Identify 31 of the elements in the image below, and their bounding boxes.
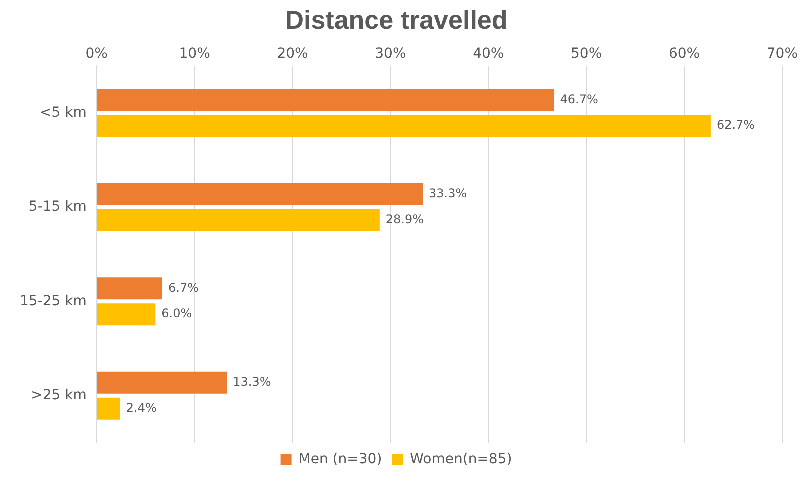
x-tick-label: 50% (571, 46, 602, 62)
bar (97, 372, 228, 394)
data-label: 28.9% (386, 212, 424, 226)
data-label: 33.3% (429, 186, 468, 201)
bar (97, 89, 554, 112)
x-tick-label: 10% (179, 46, 210, 62)
x-tick-label: 30% (375, 46, 406, 62)
data-label: 62.7% (716, 118, 756, 132)
data-label: 6.7% (168, 280, 199, 295)
legend-label: Women(n=85) (410, 452, 512, 468)
x-tick-label: 60% (668, 46, 700, 62)
data-label: 6.0% (162, 306, 192, 321)
data-label: 46.7% (560, 92, 598, 106)
x-tick-label: 0% (86, 46, 108, 62)
y-tick-label: 5-15 km (28, 199, 87, 216)
y-tick-label: >25 km (31, 388, 87, 404)
data-label: 2.4% (126, 400, 157, 415)
bar (97, 398, 120, 420)
y-tick-label: 15-25 km (20, 293, 87, 310)
bar (97, 209, 380, 232)
x-tick-label: 70% (766, 46, 798, 62)
bar (97, 304, 156, 326)
data-label: 13.3% (233, 375, 272, 390)
x-tick-label: 20% (277, 46, 308, 62)
legend-label: Men (n=30) (298, 452, 382, 468)
bar (97, 183, 424, 206)
bar (97, 115, 711, 138)
chart-title: Distance travelled (285, 4, 508, 35)
y-tick-label: <5 km (40, 104, 87, 121)
x-tick-label: 40% (473, 46, 504, 62)
bar (97, 278, 162, 300)
